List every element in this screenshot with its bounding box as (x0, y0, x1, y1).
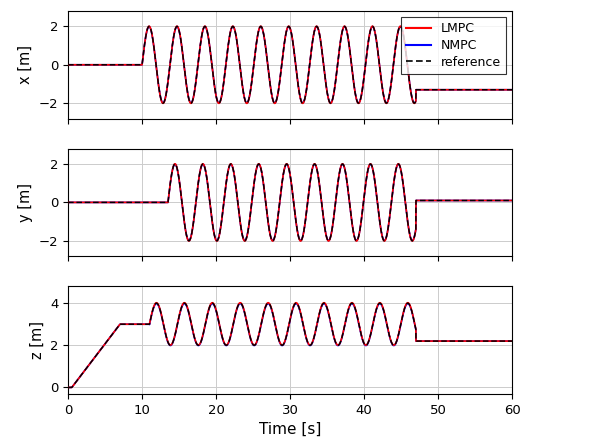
X-axis label: Time [s]: Time [s] (259, 422, 321, 437)
Y-axis label: y [m]: y [m] (18, 183, 33, 222)
Y-axis label: z [m]: z [m] (29, 321, 44, 359)
Legend: LMPC, NMPC, reference: LMPC, NMPC, reference (401, 17, 506, 74)
Y-axis label: x [m]: x [m] (18, 45, 33, 84)
